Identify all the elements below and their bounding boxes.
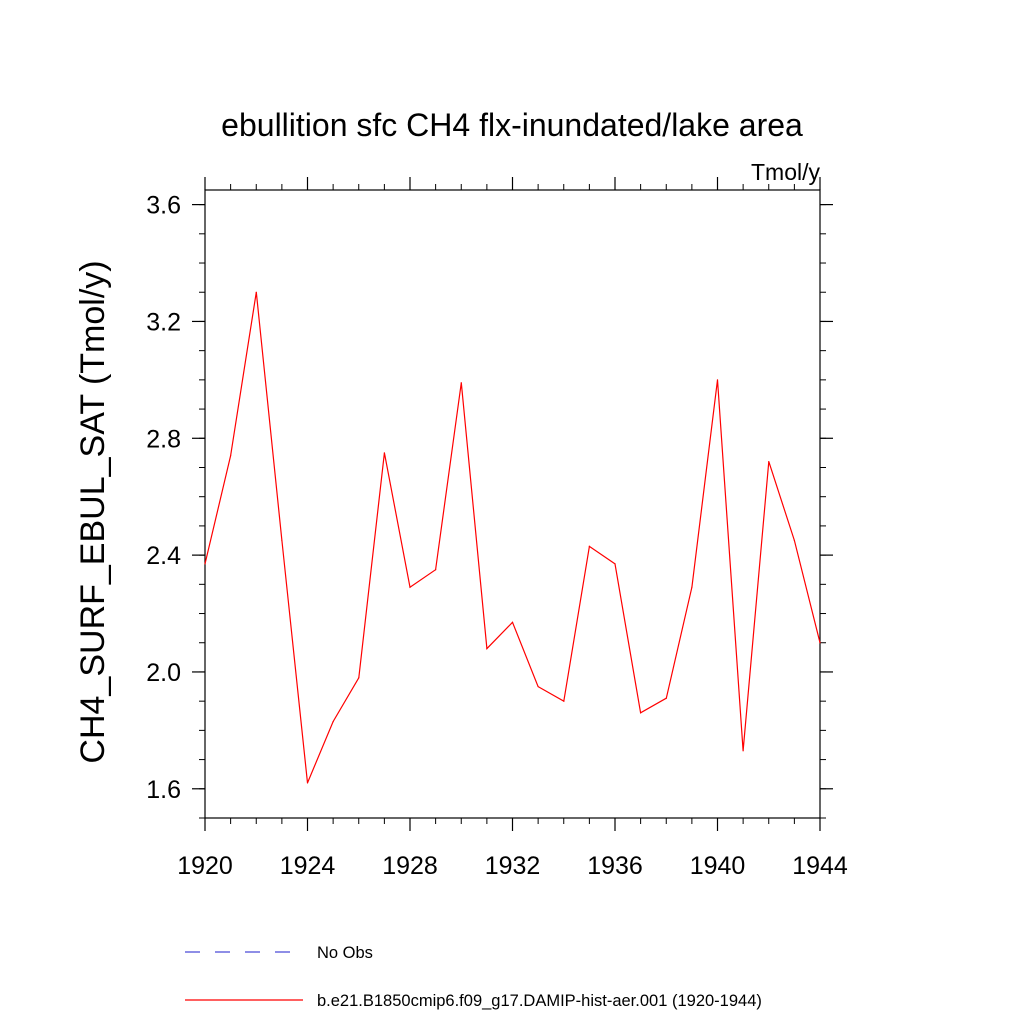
chart-title: ebullition sfc CH4 flx-inundated/lake ar… <box>221 107 803 143</box>
data-point <box>716 379 719 381</box>
y-tick-label: 3.2 <box>146 308 181 336</box>
data-point <box>665 697 667 699</box>
data-point <box>511 621 514 623</box>
plot-frame <box>204 189 821 819</box>
data-point <box>614 563 616 565</box>
data-point <box>563 700 565 702</box>
data-point <box>768 461 770 463</box>
data-point <box>435 569 437 571</box>
x-tick-label: 1928 <box>382 852 438 880</box>
x-tick-label: 1936 <box>587 852 643 880</box>
data-point <box>281 539 283 542</box>
data-point <box>640 712 642 714</box>
x-tick-label: 1920 <box>177 852 233 880</box>
data-point <box>537 685 539 688</box>
x-tick-label: 1924 <box>280 852 336 880</box>
data-point <box>409 586 411 588</box>
y-axis-label: CH4_SURF_EBUL_SAT (Tmol/y) <box>74 260 112 763</box>
y-tick-label: 1.6 <box>146 776 181 804</box>
data-point <box>742 750 744 752</box>
legend: No Obs b.e21.B1850cmip6.f09_g17.DAMIP-his… <box>185 944 762 1010</box>
data-point <box>332 721 334 723</box>
data-point <box>486 647 488 650</box>
units-label: Tmol/y <box>751 159 821 185</box>
series-line <box>204 292 821 784</box>
y-tick-label: 3.6 <box>146 192 181 220</box>
data-point <box>460 382 462 384</box>
data-point <box>383 452 385 454</box>
legend-label: No Obs <box>317 944 373 962</box>
x-tick-label: 1940 <box>690 852 746 880</box>
x-tick-label: 1944 <box>792 852 848 880</box>
data-point <box>306 782 309 784</box>
legend-label: b.e21.B1850cmip6.f09_g17.DAMIP-hist-aer.… <box>317 992 762 1010</box>
data-point <box>588 545 590 547</box>
data-point <box>819 642 821 644</box>
y-tick-label: 2.4 <box>146 542 181 570</box>
data-point <box>793 539 795 542</box>
x-tick-label: 1932 <box>485 852 541 880</box>
data-point <box>691 586 693 588</box>
data-point <box>358 677 360 679</box>
data-point <box>255 291 257 293</box>
data-point <box>230 455 232 457</box>
y-tick-label: 2.8 <box>146 425 181 453</box>
data-point <box>204 563 206 565</box>
plot-area: 1.6 2.0 2.4 2.8 3.2 3.6 1920 1924 1928 1932 1936 19… <box>146 177 848 880</box>
y-tick-label: 2.0 <box>146 659 181 687</box>
